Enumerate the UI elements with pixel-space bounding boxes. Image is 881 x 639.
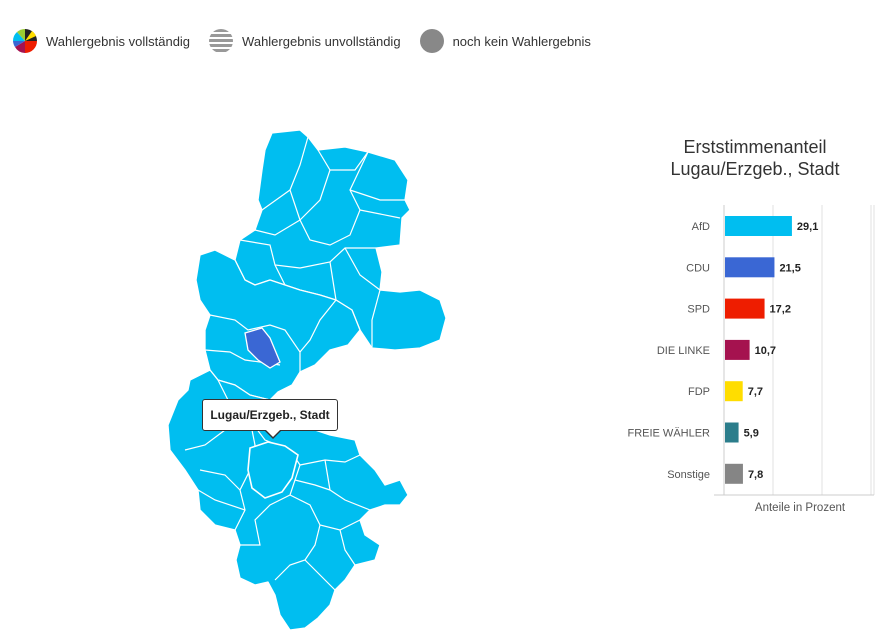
bar-category-label: DIE LINKE xyxy=(657,345,710,357)
bar-value-label: 17,2 xyxy=(770,304,791,316)
bar-value-label: 21,5 xyxy=(779,262,800,274)
bar-2 xyxy=(725,298,765,319)
gray-circle-icon xyxy=(419,29,444,53)
bar-value-label: 29,1 xyxy=(797,221,818,233)
bar-category-label: FDP xyxy=(688,386,710,398)
striped-circle-icon xyxy=(209,29,234,53)
legend-complete[interactable]: Wahlergebnis vollständig xyxy=(12,28,190,54)
legend-none-label: noch kein Wahlergebnis xyxy=(452,33,591,49)
pie-multicolor-icon xyxy=(12,28,37,53)
legend-none[interactable]: noch kein Wahlergebnis xyxy=(419,28,591,54)
bar-category-label: SPD xyxy=(687,304,710,316)
legend-complete-label: Wahlergebnis vollständig xyxy=(46,33,191,49)
map-region-south[interactable] xyxy=(167,369,409,631)
bar-value-label: 10,7 xyxy=(755,345,776,357)
bar-chart: AfD 29,1 CDU 21,5 SPD 17,2 DIE LINKE 10,7 FDP 7,7… xyxy=(627,205,875,514)
map-internal-borders xyxy=(184,136,405,591)
map-legend: Wahlergebnis vollständig Wahlergebnis un… xyxy=(12,28,609,54)
map-highlight-region[interactable] xyxy=(244,327,281,369)
bar-5 xyxy=(725,422,739,443)
map-selected-region[interactable] xyxy=(247,441,299,499)
bar-value-label: 7,7 xyxy=(748,386,763,398)
chart-title-line2: Lugau/Erzgeb., Stadt xyxy=(670,159,840,179)
map-region-west[interactable] xyxy=(195,249,361,401)
bar-1 xyxy=(725,257,775,278)
map-tooltip: Lugau/Erzgeb., Stadt xyxy=(202,399,338,439)
bar-category-label: Sonstige xyxy=(667,469,710,481)
bar-3 xyxy=(725,339,750,360)
bar-category-label: FREIE WÄHLER xyxy=(627,428,710,440)
chart-title: Erststimmenanteil Lugau/Erzgeb., Stadt xyxy=(610,136,881,180)
legend-incomplete[interactable]: Wahlergebnis unvollständig xyxy=(208,28,401,54)
district-map xyxy=(167,129,447,631)
bar-4 xyxy=(725,381,743,402)
bar-category-label: AfD xyxy=(692,221,710,233)
x-axis-title: Anteile in Prozent xyxy=(755,502,846,514)
bar-value-label: 7,8 xyxy=(748,469,763,481)
bar-value-label: 5,9 xyxy=(744,428,759,440)
chart-title-line1: Erststimmenanteil xyxy=(683,137,827,157)
map-region-outline xyxy=(167,129,447,631)
legend-incomplete-label: Wahlergebnis unvollständig xyxy=(242,33,401,49)
bar-category-label: CDU xyxy=(686,262,710,274)
bar-0 xyxy=(725,216,792,236)
bar-6 xyxy=(725,463,743,484)
